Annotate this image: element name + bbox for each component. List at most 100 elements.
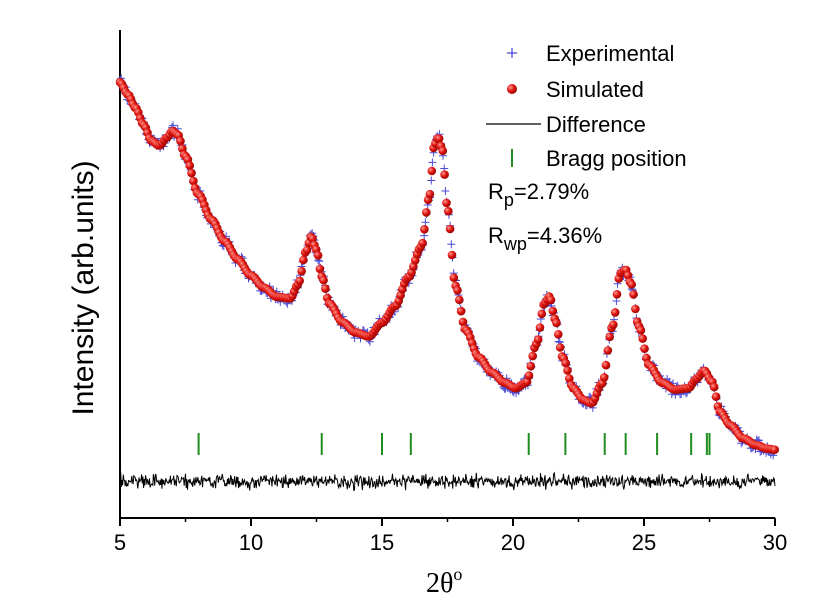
simulated-point	[418, 238, 427, 248]
rp-annotation: Rp=2.79%	[488, 179, 589, 210]
experimental-point	[421, 218, 430, 227]
simulated-point	[554, 330, 563, 339]
legend-label-bragg: Bragg position	[546, 146, 687, 171]
plot-frame	[119, 30, 775, 519]
simulated-point	[302, 245, 312, 255]
simulated-point	[299, 255, 308, 265]
simulated-point	[528, 351, 537, 361]
simulated-point	[640, 344, 649, 354]
simulated-point	[603, 346, 613, 355]
legend: Experimental Simulated Difference Bragg …	[486, 41, 687, 171]
simulated-point	[609, 320, 618, 330]
legend-label-difference: Difference	[546, 112, 646, 137]
simulated-point	[185, 161, 194, 170]
difference-line	[119, 471, 776, 492]
x-axis-ticks: 5 10 15 20 25 30	[114, 518, 787, 555]
simulated-point	[565, 374, 574, 383]
rp-symbol: R	[488, 179, 504, 204]
x-tick-label: 30	[763, 530, 787, 555]
legend-item-experimental: Experimental	[507, 41, 674, 66]
simulated-point	[420, 225, 429, 234]
experimental-point	[428, 158, 437, 167]
legend-ball-icon	[507, 84, 517, 94]
simulated-point	[601, 360, 611, 370]
simulated-point	[321, 284, 330, 294]
experimental-point	[427, 176, 436, 185]
x-axis-label: 2θo	[426, 564, 462, 599]
simulated-point	[315, 264, 325, 274]
simulated-point	[445, 224, 455, 234]
simulated-point	[176, 136, 185, 146]
simulated-point	[605, 332, 614, 342]
simulated-point	[548, 306, 558, 316]
legend-label-experimental: Experimental	[546, 41, 674, 66]
x-tick-label: 5	[114, 530, 126, 555]
simulated-point	[313, 251, 323, 260]
x-tick-label: 10	[239, 530, 263, 555]
simulated-points	[115, 77, 779, 455]
simulated-point	[627, 280, 636, 289]
simulated-point	[537, 309, 547, 319]
simulated-point	[458, 317, 468, 327]
x-axis-label-superscript: o	[453, 564, 462, 584]
simulated-point	[524, 371, 534, 380]
rwp-subscript: wp	[503, 234, 527, 254]
x-tick-label: 20	[501, 530, 525, 555]
simulated-point	[449, 273, 459, 283]
rwp-value: =4.36%	[527, 223, 602, 248]
simulated-point	[629, 290, 638, 299]
x-axis-label-main: 2θ	[426, 568, 453, 599]
simulated-point	[636, 326, 646, 335]
legend-label-simulated: Simulated	[546, 77, 644, 102]
simulated-point	[631, 304, 640, 314]
simulated-point	[546, 295, 556, 305]
simulated-point	[187, 168, 196, 178]
y-axis-label: Intensity (arb.units)	[67, 160, 100, 415]
x-tick-label: 25	[632, 530, 656, 555]
simulated-point	[434, 134, 444, 143]
simulated-point	[297, 266, 306, 276]
simulated-point	[440, 170, 449, 179]
simulated-point	[711, 392, 721, 402]
simulated-point	[610, 308, 620, 317]
simulated-point	[612, 290, 622, 299]
experimental-points	[116, 74, 779, 460]
rp-subscript: p	[504, 190, 514, 210]
simulated-point	[526, 361, 536, 371]
simulated-point	[438, 146, 448, 156]
simulated-point	[599, 373, 609, 382]
simulated-point	[425, 189, 435, 199]
simulated-point	[552, 318, 561, 328]
simulated-point	[563, 366, 572, 375]
simulated-point	[319, 275, 328, 285]
simulated-point	[427, 166, 437, 176]
simulated-point	[422, 208, 431, 217]
simulated-point	[555, 343, 565, 352]
simulated-point	[455, 295, 464, 305]
experimental-point	[447, 240, 456, 249]
simulated-point	[444, 206, 453, 216]
simulated-point	[623, 271, 633, 280]
simulated-point	[770, 445, 779, 455]
experimental-point	[441, 187, 450, 195]
simulated-point	[561, 358, 570, 368]
simulated-point	[638, 334, 647, 343]
legend-item-bragg: Bragg position	[511, 146, 687, 171]
simulated-point	[308, 234, 317, 243]
difference-curve	[119, 471, 776, 492]
simulated-point	[456, 306, 466, 316]
legend-plus-icon	[507, 48, 517, 58]
simulated-point	[189, 176, 198, 186]
simulated-point	[533, 335, 543, 344]
legend-item-simulated: Simulated	[507, 77, 644, 102]
simulated-point	[442, 198, 451, 208]
simulated-point	[709, 382, 719, 392]
rwp-symbol: R	[488, 223, 504, 248]
rwp-annotation: Rwp=4.36%	[488, 223, 602, 254]
rp-value: =2.79%	[514, 179, 589, 204]
simulated-point	[295, 276, 305, 286]
simulated-point	[447, 250, 457, 260]
bragg-markers	[197, 433, 711, 455]
simulated-point	[535, 323, 545, 332]
